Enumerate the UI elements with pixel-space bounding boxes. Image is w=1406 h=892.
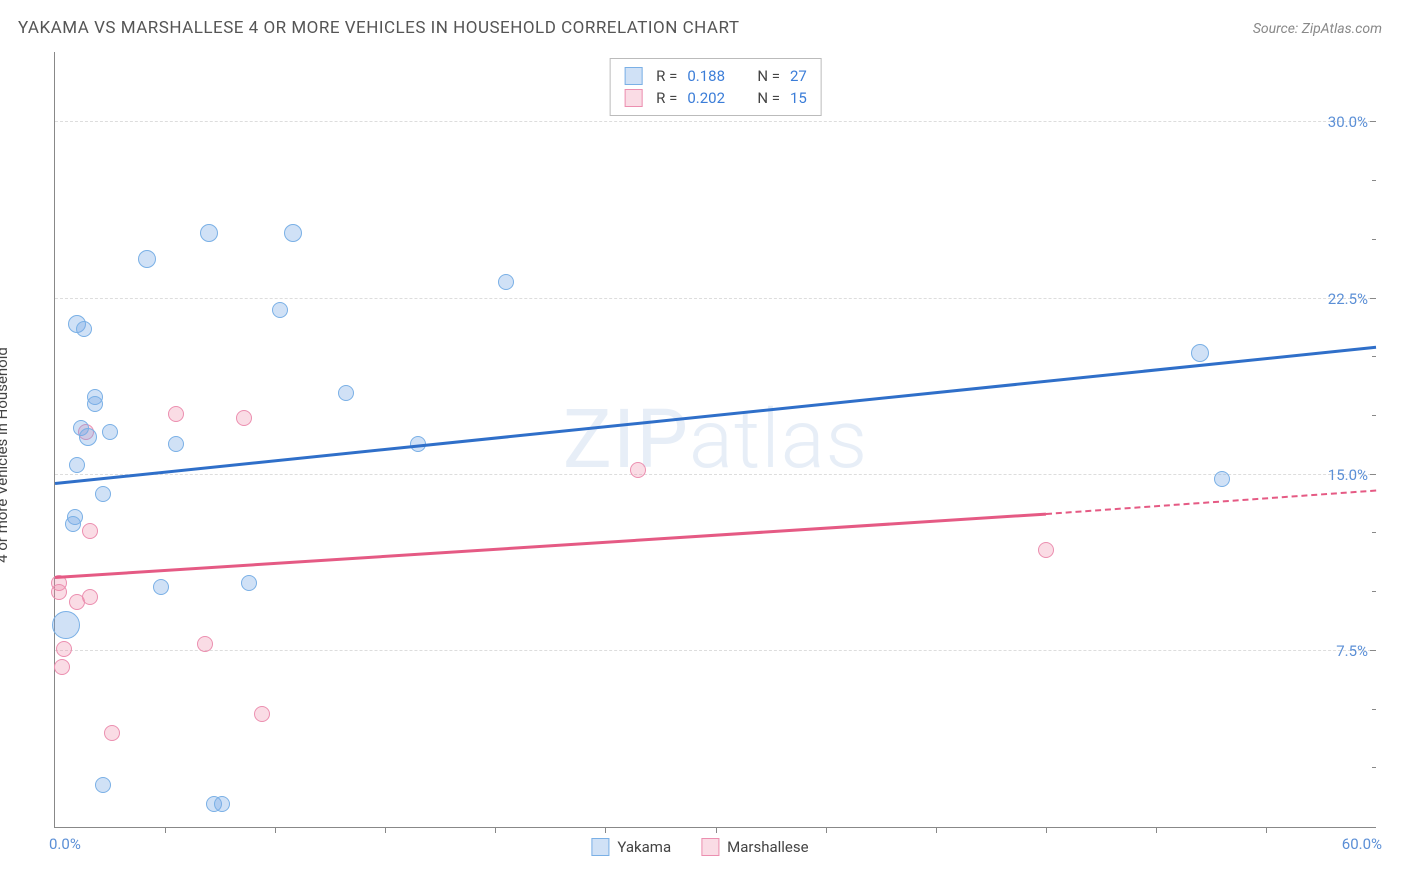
point-marshallese xyxy=(54,659,70,675)
point-marshallese xyxy=(168,406,184,422)
gridline-h xyxy=(55,298,1376,299)
r-value: 0.202 xyxy=(687,89,737,107)
n-value: 27 xyxy=(790,67,807,85)
marshallese-label: Marshallese xyxy=(727,838,808,856)
x-minor-tick xyxy=(495,827,496,833)
trendline xyxy=(55,512,1046,578)
trendline-dash xyxy=(1046,489,1376,514)
point-yakama xyxy=(79,428,97,446)
point-yakama xyxy=(200,224,218,242)
point-marshallese xyxy=(104,725,120,741)
y-minor-tick xyxy=(1372,591,1376,592)
point-marshallese xyxy=(1038,542,1054,558)
point-yakama xyxy=(284,224,302,242)
y-tick-mark xyxy=(1370,650,1376,651)
swatch-yakama xyxy=(624,67,642,85)
y-tick-mark xyxy=(1370,298,1376,299)
point-yakama xyxy=(1191,344,1209,362)
r-label: R = xyxy=(656,89,677,107)
point-yakama xyxy=(168,436,184,452)
point-marshallese xyxy=(197,636,213,652)
point-yakama xyxy=(272,302,288,318)
x-minor-tick xyxy=(716,827,717,833)
point-marshallese xyxy=(51,584,67,600)
bottom-legend: Yakama Marshallese xyxy=(591,838,808,856)
x-minor-tick xyxy=(275,827,276,833)
legend-item-marshallese: Marshallese xyxy=(701,838,808,856)
point-yakama xyxy=(52,611,80,639)
y-tick-mark xyxy=(1370,121,1376,122)
point-marshallese xyxy=(82,523,98,539)
point-yakama xyxy=(102,424,118,440)
x-max-label: 60.0% xyxy=(1342,835,1382,853)
gridline-h xyxy=(55,650,1376,651)
y-minor-tick xyxy=(1372,239,1376,240)
x-min-label: 0.0% xyxy=(49,835,81,853)
y-minor-tick xyxy=(1372,180,1376,181)
y-tick-label: 15.0% xyxy=(1328,466,1368,484)
point-marshallese xyxy=(56,641,72,657)
trendline xyxy=(55,345,1376,484)
yakama-label: Yakama xyxy=(617,838,671,856)
point-yakama xyxy=(153,579,169,595)
y-minor-tick xyxy=(1372,356,1376,357)
point-yakama xyxy=(65,516,81,532)
point-marshallese xyxy=(236,410,252,426)
r-label: R = xyxy=(656,67,677,85)
x-minor-tick xyxy=(165,827,166,833)
point-yakama xyxy=(87,396,103,412)
x-minor-tick xyxy=(605,827,606,833)
y-minor-tick xyxy=(1372,415,1376,416)
gridline-h xyxy=(55,474,1376,475)
legend-row-marshallese: R = 0.202 N = 15 xyxy=(624,87,807,109)
chart-source: Source: ZipAtlas.com xyxy=(1253,21,1382,37)
point-yakama xyxy=(95,486,111,502)
correlation-legend: R = 0.188 N = 27 R = 0.202 N = 15 xyxy=(609,58,822,116)
point-marshallese xyxy=(630,462,646,478)
gridline-h xyxy=(55,121,1376,122)
chart-container: 4 or more Vehicles in Household ZIPatlas… xyxy=(18,48,1382,862)
y-tick-label: 22.5% xyxy=(1328,290,1368,308)
r-value: 0.188 xyxy=(687,67,737,85)
y-tick-mark xyxy=(1370,474,1376,475)
point-yakama xyxy=(214,796,230,812)
y-minor-tick xyxy=(1372,532,1376,533)
point-yakama xyxy=(95,777,111,793)
y-tick-label: 30.0% xyxy=(1328,113,1368,131)
point-marshallese xyxy=(69,594,85,610)
point-yakama xyxy=(1214,471,1230,487)
swatch-marshallese xyxy=(624,89,642,107)
point-marshallese xyxy=(254,706,270,722)
y-tick-label: 7.5% xyxy=(1336,642,1368,660)
point-yakama xyxy=(76,321,92,337)
y-minor-tick xyxy=(1372,767,1376,768)
x-minor-tick xyxy=(826,827,827,833)
n-label: N = xyxy=(757,89,780,107)
point-yakama xyxy=(241,575,257,591)
chart-title: YAKAMA VS MARSHALLESE 4 OR MORE VEHICLES… xyxy=(18,18,739,38)
x-minor-tick xyxy=(1266,827,1267,833)
point-yakama xyxy=(498,274,514,290)
y-minor-tick xyxy=(1372,709,1376,710)
legend-item-yakama: Yakama xyxy=(591,838,671,856)
x-minor-tick xyxy=(1046,827,1047,833)
n-value: 15 xyxy=(790,89,807,107)
point-yakama xyxy=(138,250,156,268)
plot-area: ZIPatlas 7.5%15.0%22.5%30.0%0.0%60.0%R =… xyxy=(54,52,1376,828)
x-minor-tick xyxy=(936,827,937,833)
y-axis-label: 4 or more Vehicles in Household xyxy=(0,347,11,563)
point-yakama xyxy=(69,457,85,473)
x-minor-tick xyxy=(1156,827,1157,833)
yakama-swatch xyxy=(591,838,609,856)
x-minor-tick xyxy=(385,827,386,833)
legend-row-yakama: R = 0.188 N = 27 xyxy=(624,65,807,87)
n-label: N = xyxy=(757,67,780,85)
point-yakama xyxy=(338,385,354,401)
marshallese-swatch xyxy=(701,838,719,856)
